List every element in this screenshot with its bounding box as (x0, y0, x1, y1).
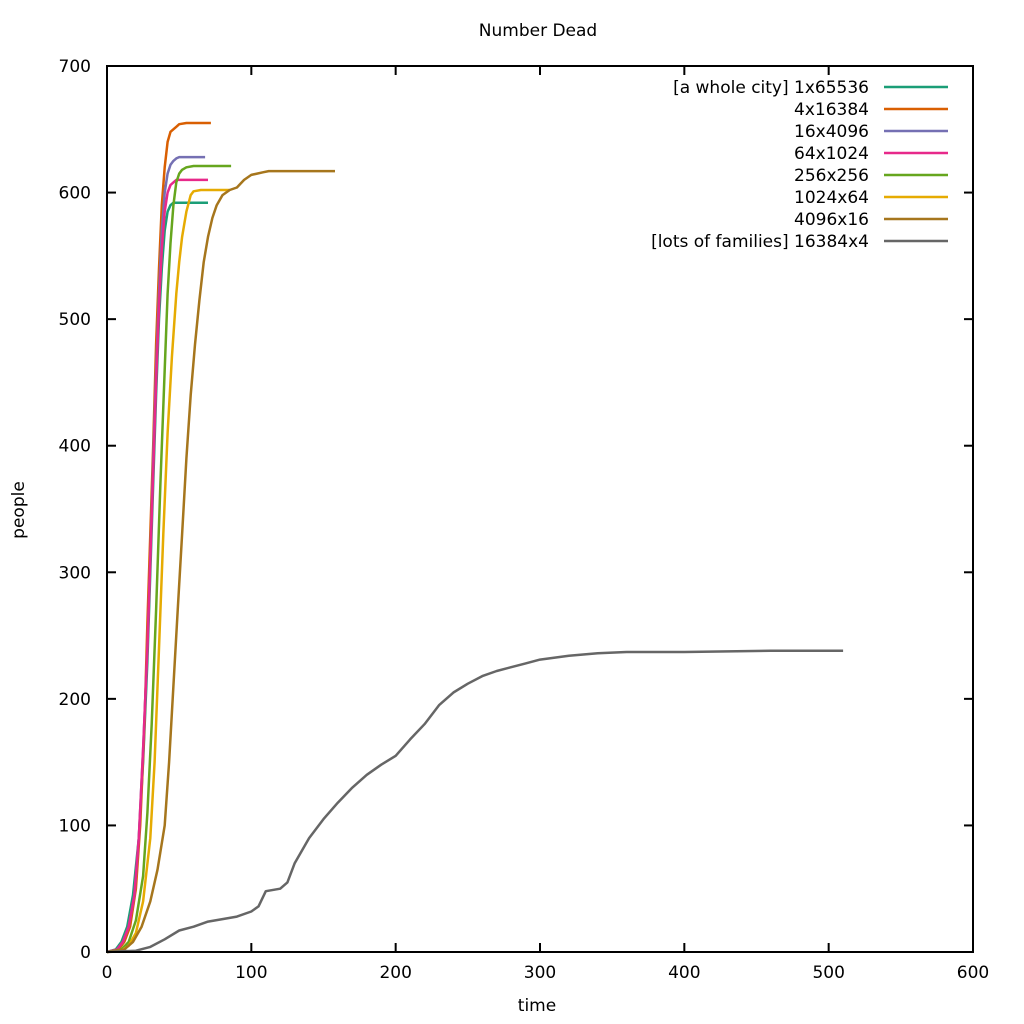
legend-entry-label: 4x16384 (794, 100, 869, 120)
x-tick-label: 0 (102, 963, 113, 983)
x-tick-label: 100 (235, 963, 267, 983)
x-tick-label: 200 (379, 963, 411, 983)
legend-entry-label: 256x256 (794, 166, 869, 186)
y-tick-label: 400 (59, 437, 91, 457)
legend: [a whole city] 1x655364x1638416x409664x1… (651, 78, 948, 252)
series-line (106, 155, 206, 954)
tick-layer: 0 100 200 300 400 500 600 0 100 200 300 400 500 600 70… (59, 57, 990, 983)
series-line (106, 164, 232, 954)
legend-entry-label: [lots of families] 16384x4 (651, 232, 869, 252)
series-line (106, 169, 335, 954)
y-tick-label: 600 (59, 184, 91, 204)
legend-entry-label: 16x4096 (794, 122, 869, 142)
legend-entry-label: 64x1024 (794, 144, 869, 164)
legend-entry-label: 1024x64 (794, 188, 869, 208)
y-tick-label: 200 (59, 690, 91, 710)
y-tick-label: 300 (59, 563, 91, 583)
x-axis-label: time (518, 996, 556, 1016)
legend-entry-label: 4096x16 (794, 210, 869, 230)
legend-entry-label: [a whole city] 1x65536 (673, 78, 869, 98)
y-tick-label: 100 (59, 816, 91, 836)
series-line (106, 178, 208, 954)
x-tick-label: 300 (524, 963, 556, 983)
x-tick-label: 600 (957, 963, 989, 983)
y-tick-label: 500 (59, 310, 91, 330)
plot-frame (106, 65, 974, 953)
chart-title: Number Dead (479, 21, 597, 41)
y-axis-label: people (9, 481, 29, 539)
series-line (106, 188, 230, 954)
series-layer (106, 121, 844, 954)
series-line (106, 649, 844, 954)
x-tick-label: 400 (668, 963, 700, 983)
y-tick-label: 0 (80, 943, 91, 963)
x-tick-label: 500 (812, 963, 844, 983)
y-tick-label: 700 (59, 57, 91, 77)
